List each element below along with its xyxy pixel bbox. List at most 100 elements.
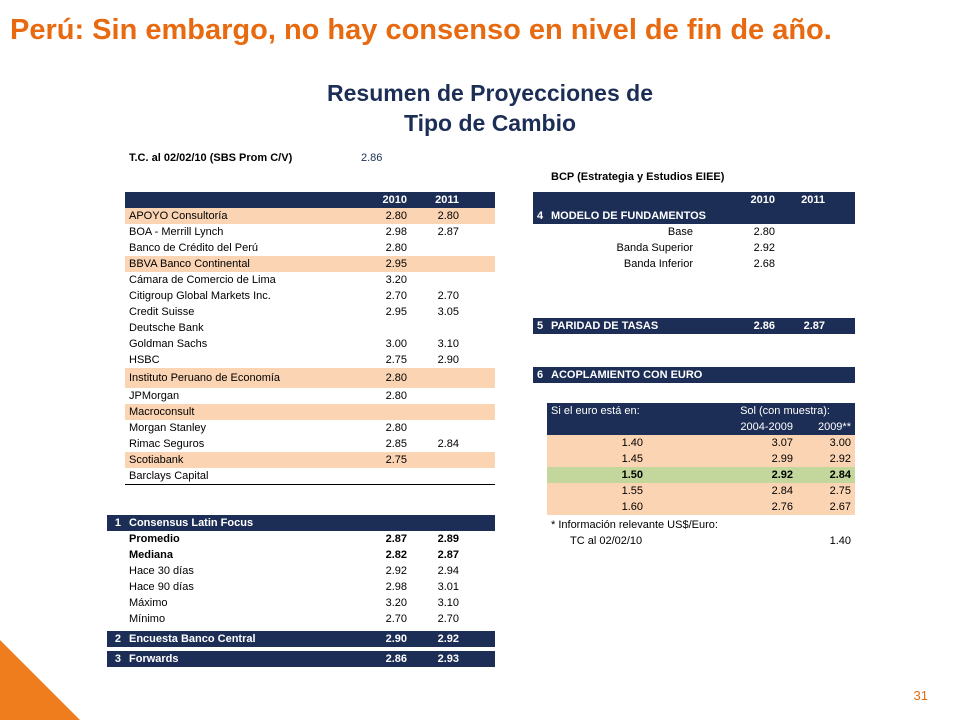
spacer-cell [463,436,495,452]
institution-name: Citigroup Global Markets Inc. [129,290,271,302]
value-2010: 2.80 [385,242,407,254]
tc-label: T.C. al 02/02/10 (SBS Prom C/V) [129,152,293,164]
spacer-cell [533,240,547,256]
value-2011 [411,420,463,436]
euro-col-label: Si el euro está en: [547,403,647,419]
value-2011 [411,468,463,485]
institution-name: BBVA Banco Continental [125,256,359,272]
spacer-cell [107,563,125,579]
institution-name: Rimac Seguros [129,438,205,450]
institution-name: Instituto Peruano de Economía [125,368,359,388]
modelo-label: MODELO DE FUNDAMENTOS [547,208,855,224]
forecast-row: Rimac Seguros 2.85 2.84 [125,436,495,452]
value-2011: 3.10 [437,338,459,350]
forecast-row: Macroconsult [125,404,495,420]
euro-table: Si el euro está en: Sol (con muestra): 2… [547,403,855,515]
value-2010: 2.80 [753,226,775,238]
value-2010: 2.98 [385,581,407,593]
forecast-row: Instituto Peruano de Economía 2.80 [125,368,495,388]
institution-name: BOA - Merrill Lynch [129,226,224,238]
euro-value: 1.60 [547,499,647,515]
spacer-cell [463,304,495,320]
col-header-2010: 2010 [359,192,411,208]
value-2011: 2.80 [411,208,463,224]
spacer-cell [463,288,495,304]
modelo-col-2010: 2010 [697,192,779,208]
value-2010: 2.80 [385,390,407,402]
consensus-row: Mínimo 2.70 2.70 [107,611,495,627]
slide-title: Perú: Sin embargo, no hay consenso en ni… [10,14,832,46]
sol-2009: 3.00 [797,435,855,451]
institution-name: HSBC [129,354,160,366]
institution-name: APOYO Consultoría [125,208,359,224]
spacer-cell [463,452,495,468]
sol-2009: 2.84 [797,467,855,483]
paridad-number: 5 [533,318,547,334]
spacer-cell [463,531,495,547]
acoplamiento-label: ACOPLAMIENTO CON EURO [547,367,855,383]
sol-col-label: Sol (con muestra): [715,403,855,419]
euro-value: 1.55 [547,483,647,499]
modelo-row: Banda Inferior 2.68 [533,256,855,272]
consensus-row: Máximo 3.20 3.10 [107,595,495,611]
value-2010: 2.75 [385,354,407,366]
value-2011: 2.87 [437,549,459,561]
value-2011: 2.94 [437,565,459,577]
encuesta-2010: 2.90 [359,631,411,647]
forwards-table: 3 Forwards 2.86 2.93 [107,651,495,667]
forwards-number: 3 [107,651,125,667]
value-2011 [411,240,463,256]
modelo-header-row: 2010 2011 [533,192,855,208]
forwards-row: 3 Forwards 2.86 2.93 [107,651,495,667]
spacer-cell [647,435,715,451]
value-2010: 3.20 [385,597,407,609]
spacer-cell [463,420,495,436]
value-2010: 2.87 [385,533,407,545]
euro-tc-label: TC al 02/02/10 [570,535,643,547]
spacer-cell [107,531,125,547]
paridad-label: PARIDAD DE TASAS [547,318,697,334]
spacer-cell [463,563,495,579]
forecast-row: APOYO Consultoría 2.80 2.80 [125,208,495,224]
euro-tc-value: 1.40 [829,535,851,547]
value-2010: 2.95 [359,256,411,272]
value-2011: 2.90 [437,354,459,366]
spacer-cell [463,352,495,368]
euro-row: 1.55 2.84 2.75 [547,483,855,499]
value-2011 [411,256,463,272]
spacer-cell [463,611,495,627]
encuesta-label: Encuesta Banco Central [125,631,359,647]
value-2011 [411,388,463,404]
value-2010: 2.75 [359,452,411,468]
euro-note: * Información relevante US$/Euro: [551,519,718,531]
paridad-row: 5 PARIDAD DE TASAS 2.86 2.87 [533,318,855,334]
institution-name: Deutsche Bank [129,322,204,334]
spacer-cell [463,595,495,611]
spacer-cell [829,240,855,256]
modelo-title-row: 4 MODELO DE FUNDAMENTOS [533,208,855,224]
value-2010 [359,320,411,336]
forecast-row: Scotiabank 2.75 [125,452,495,468]
value-2011 [411,404,463,420]
modelo-table: 2010 2011 4 MODELO DE FUNDAMENTOS Base 2.… [533,192,855,272]
spacer-cell [463,272,495,288]
spacer-cell [647,499,715,515]
spacer-cell [829,256,855,272]
institution-name: Banco de Crédito del Perú [129,242,259,254]
stat-name: Promedio [129,533,180,545]
spacer-cell [107,579,125,595]
institution-name: JPMorgan [129,390,180,402]
spacer-cell [463,368,495,388]
modelo-col-2011: 2011 [779,192,829,208]
encuesta-number: 2 [107,631,125,647]
consensus-row: Promedio 2.87 2.89 [107,531,495,547]
value-2010: 2.85 [385,438,407,450]
value-2010: 2.70 [385,613,407,625]
stat-name: Mínimo [129,613,166,625]
forecast-row: BOA - Merrill Lynch 2.98 2.87 [125,224,495,240]
institution-name: Credit Suisse [129,306,195,318]
forecast-row: Deutsche Bank [125,320,495,336]
paridad-2010: 2.86 [697,318,779,334]
col-2009: 2009** [797,419,855,435]
forecast-row: BBVA Banco Continental 2.95 [125,256,495,272]
